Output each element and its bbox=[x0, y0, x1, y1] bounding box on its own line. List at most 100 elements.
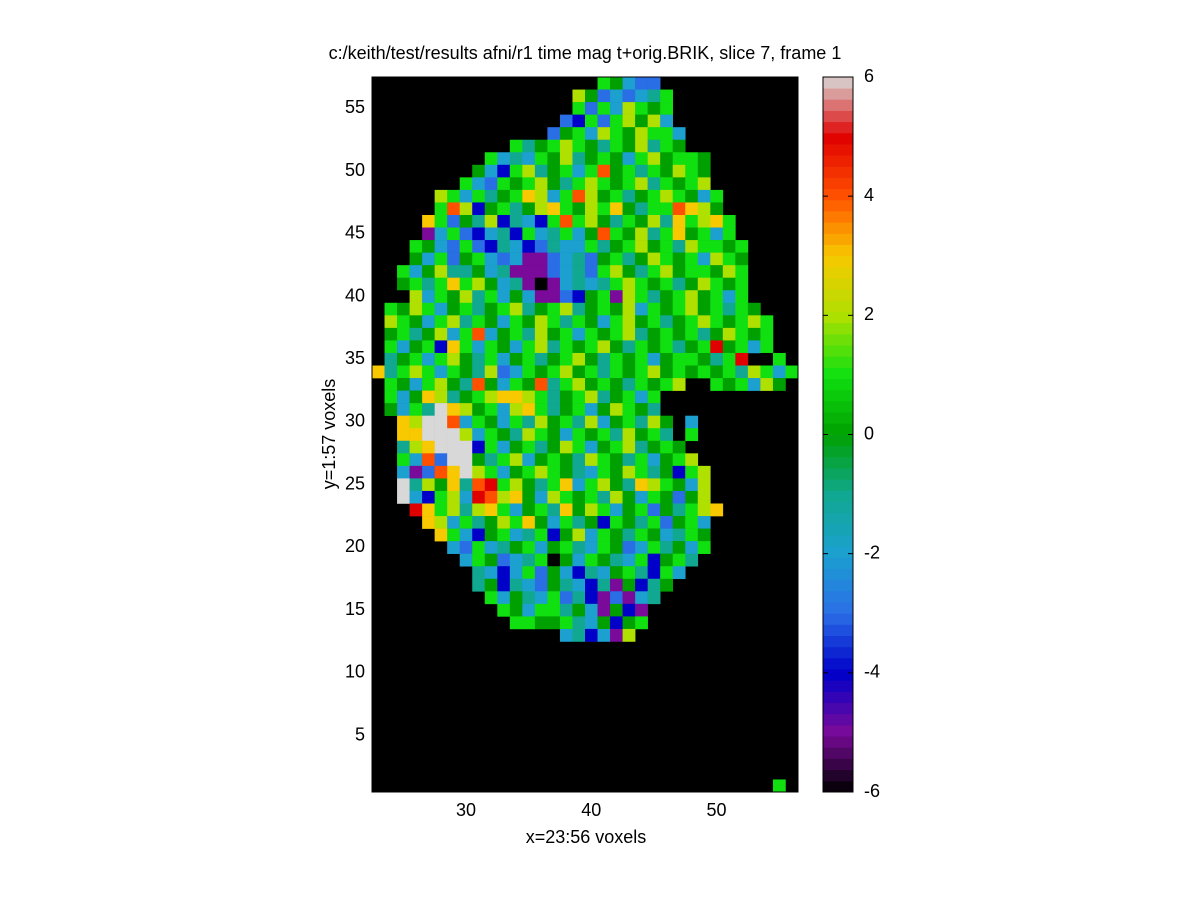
heatmap-cell bbox=[747, 378, 761, 391]
heatmap-cell bbox=[472, 390, 486, 404]
heatmap-cell bbox=[497, 465, 511, 479]
heatmap-cell bbox=[484, 277, 498, 291]
heatmap-cell bbox=[760, 315, 774, 329]
heatmap-cell bbox=[597, 164, 611, 178]
heatmap-cell bbox=[585, 265, 598, 279]
heatmap-cell bbox=[710, 277, 724, 291]
heatmap-cell bbox=[434, 265, 448, 279]
heatmap-cell bbox=[610, 277, 623, 291]
heatmap-cell bbox=[622, 290, 636, 304]
heatmap-cell bbox=[710, 189, 724, 203]
heatmap-cell bbox=[685, 453, 699, 467]
heatmap-cell bbox=[597, 315, 611, 329]
colorbar-swatch bbox=[823, 635, 853, 648]
x-tick-label: 30 bbox=[456, 800, 476, 820]
heatmap-cell bbox=[685, 503, 699, 517]
heatmap-cell bbox=[672, 490, 686, 504]
heatmap-cell bbox=[597, 378, 611, 391]
heatmap-cell bbox=[434, 478, 448, 492]
heatmap-cell bbox=[572, 327, 586, 341]
heatmap-cell bbox=[597, 252, 611, 266]
heatmap-cell bbox=[572, 152, 586, 166]
heatmap-cell bbox=[534, 528, 548, 542]
heatmap-cell bbox=[522, 465, 536, 479]
heatmap-cell bbox=[409, 390, 423, 404]
colorbar-swatch bbox=[823, 88, 853, 100]
heatmap-cell bbox=[647, 252, 661, 266]
heatmap-cell bbox=[547, 403, 561, 416]
heatmap-cell bbox=[635, 428, 648, 442]
heatmap-cell bbox=[497, 453, 511, 467]
heatmap-cell bbox=[722, 240, 736, 253]
heatmap-cell bbox=[447, 315, 461, 329]
heatmap-cell bbox=[647, 591, 661, 605]
heatmap-cell bbox=[585, 478, 598, 492]
heatmap-cell bbox=[509, 252, 523, 266]
heatmap-cell bbox=[647, 403, 661, 416]
heatmap-cell bbox=[434, 340, 448, 354]
heatmap-cell bbox=[622, 378, 636, 391]
colorbar-swatch bbox=[823, 222, 853, 234]
heatmap-cell bbox=[672, 139, 686, 153]
heatmap-cell bbox=[459, 528, 473, 542]
colorbar-swatch bbox=[823, 99, 853, 111]
heatmap-cell bbox=[635, 390, 648, 404]
heatmap-cell bbox=[422, 302, 435, 316]
heatmap-cell bbox=[622, 352, 636, 366]
heatmap-cell bbox=[735, 265, 749, 279]
heatmap-cell bbox=[635, 177, 648, 191]
heatmap-cell bbox=[672, 164, 686, 178]
colorbar-swatch bbox=[823, 300, 853, 313]
heatmap-cell bbox=[409, 352, 423, 366]
heatmap-cell bbox=[397, 290, 410, 304]
heatmap-cell bbox=[610, 591, 623, 605]
heatmap-cell bbox=[572, 453, 586, 467]
y-tick-label: 40 bbox=[345, 285, 365, 305]
heatmap-cell bbox=[459, 252, 473, 266]
heatmap-cell bbox=[572, 528, 586, 542]
heatmap-cell bbox=[459, 553, 473, 567]
heatmap-cell bbox=[547, 189, 561, 203]
heatmap-cell bbox=[585, 114, 598, 128]
heatmap-cell bbox=[697, 214, 711, 228]
heatmap-cell bbox=[559, 227, 573, 241]
heatmap-cell bbox=[697, 290, 711, 304]
heatmap-cell bbox=[685, 553, 699, 567]
heatmap-cell bbox=[484, 189, 498, 203]
x-tick-label: 40 bbox=[581, 800, 601, 820]
colorbar-swatch bbox=[823, 724, 853, 737]
heatmap-cell bbox=[509, 378, 523, 391]
heatmap-cell bbox=[635, 277, 648, 291]
heatmap-cell bbox=[434, 290, 448, 304]
heatmap-cell bbox=[559, 403, 573, 416]
heatmap-cell bbox=[459, 516, 473, 529]
heatmap-cell bbox=[384, 327, 398, 341]
heatmap-cell bbox=[522, 503, 536, 517]
heatmap-cell bbox=[447, 390, 461, 404]
heatmap-cell bbox=[422, 240, 435, 253]
heatmap-cell bbox=[397, 265, 410, 279]
heatmap-cell bbox=[559, 503, 573, 517]
heatmap-cell bbox=[672, 553, 686, 567]
heatmap-cell bbox=[522, 214, 536, 228]
heatmap-cell bbox=[534, 453, 548, 467]
heatmap-cell bbox=[559, 240, 573, 253]
heatmap-cell bbox=[572, 340, 586, 354]
heatmap-cell bbox=[660, 578, 674, 592]
heatmap-cell bbox=[722, 302, 736, 316]
heatmap-cell bbox=[572, 490, 586, 504]
heatmap-cell bbox=[534, 403, 548, 416]
heatmap-cell bbox=[522, 403, 536, 416]
heatmap-cell bbox=[559, 465, 573, 479]
heatmap-cell bbox=[559, 628, 573, 642]
colorbar-swatch bbox=[823, 199, 853, 212]
heatmap-cell bbox=[597, 177, 611, 191]
heatmap-cell bbox=[747, 327, 761, 341]
heatmap-cell bbox=[497, 152, 511, 166]
heatmap-cell bbox=[459, 378, 473, 391]
heatmap-cell bbox=[697, 152, 711, 166]
heatmap-cell bbox=[434, 352, 448, 366]
heatmap-cell bbox=[610, 102, 623, 115]
heatmap-cell bbox=[484, 553, 498, 567]
heatmap-cell bbox=[660, 541, 674, 554]
